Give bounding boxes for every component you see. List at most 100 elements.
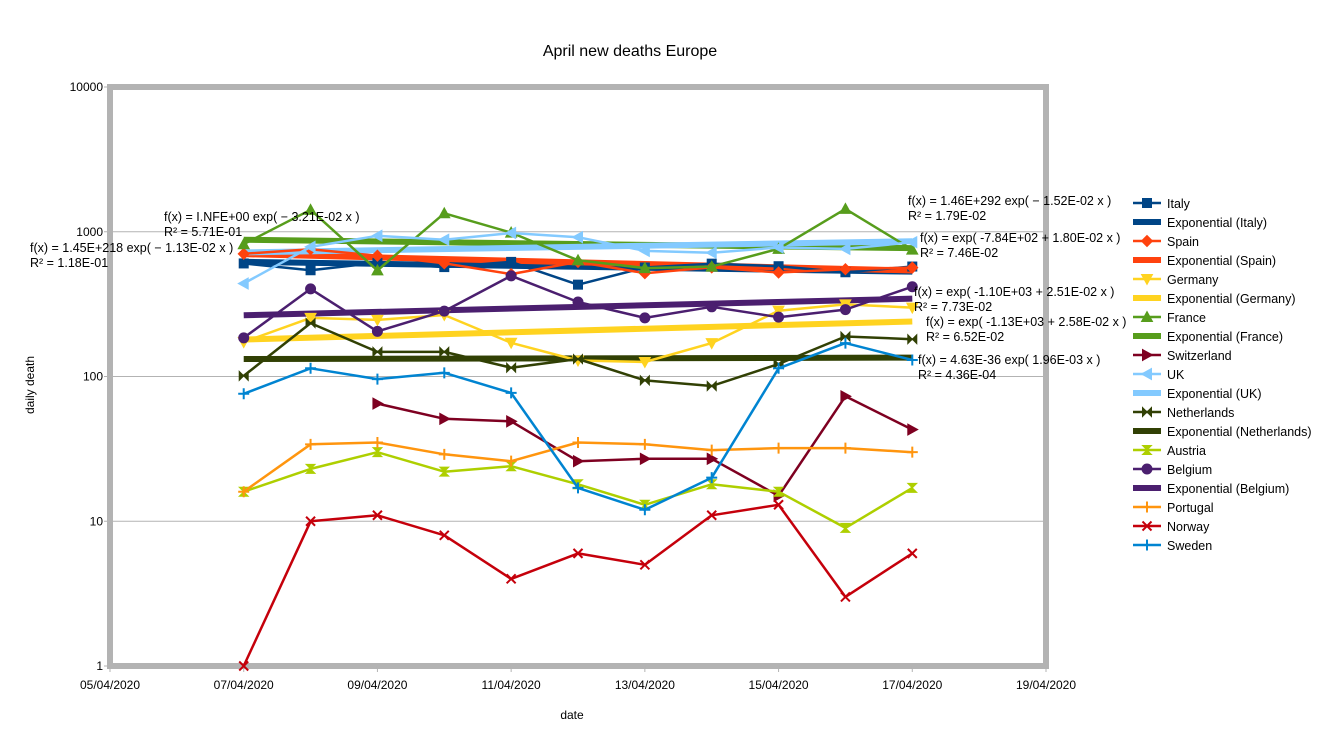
- legend-item: Belgium: [1133, 463, 1212, 477]
- legend-item: Exponential (France): [1133, 330, 1283, 344]
- legend-label: Spain: [1167, 235, 1199, 249]
- data-point: [638, 356, 652, 369]
- data-point: [238, 370, 249, 382]
- data-point: [371, 447, 384, 458]
- x-tick-label: 13/04/2020: [615, 678, 675, 692]
- legend-label: Sweden: [1167, 539, 1212, 553]
- data-point: [772, 241, 784, 254]
- legend-marker: [1141, 539, 1153, 551]
- legend-marker: [1141, 445, 1153, 455]
- data-point: [840, 591, 851, 603]
- data-point: [772, 486, 785, 497]
- data-point: [238, 486, 250, 498]
- data-point: [371, 249, 384, 262]
- legend-marker: [1141, 520, 1153, 532]
- series-group: [238, 337, 918, 516]
- x-tick-label: 09/04/2020: [347, 678, 407, 692]
- legend-item: Exponential (Spain): [1133, 254, 1276, 268]
- x-tick-label: 05/04/2020: [80, 678, 140, 692]
- data-point: [370, 229, 383, 243]
- legend-label: France: [1167, 311, 1206, 325]
- trend-equations: f(x) = 1.46E+292 exp( − 1.52E-02 x )R² =…: [30, 194, 1126, 382]
- legend-label: Exponential (Belgium): [1167, 482, 1289, 496]
- data-point: [506, 414, 518, 428]
- legend-item: Sweden: [1133, 539, 1212, 553]
- data-point: [906, 354, 918, 366]
- legend-item: Netherlands: [1133, 406, 1234, 420]
- legend-item: Switzerland: [1133, 348, 1232, 363]
- data-point: [706, 380, 717, 392]
- data-point: [773, 442, 785, 454]
- data-point: [238, 332, 250, 344]
- data-point: [304, 203, 317, 215]
- data-point: [907, 423, 919, 436]
- x-tick-label: 11/04/2020: [482, 678, 541, 692]
- legend-item: Austria: [1133, 444, 1206, 458]
- x-tick-label: 15/04/2020: [749, 678, 809, 692]
- y-tick-label: 10000: [70, 80, 104, 94]
- data-point: [840, 330, 851, 343]
- trend-equation: f(x) = exp( -7.84E+02 + 1.80E-02 x ): [920, 231, 1120, 245]
- data-point: [907, 548, 918, 559]
- data-point: [305, 362, 317, 374]
- legend-label: Austria: [1167, 444, 1206, 458]
- legend-item: Portugal: [1133, 501, 1214, 515]
- data-point: [773, 311, 785, 323]
- data-point: [305, 317, 316, 329]
- data-point: [839, 202, 852, 214]
- legend-marker: [1142, 348, 1154, 362]
- legend-item: Spain: [1133, 234, 1199, 249]
- data-point: [906, 482, 918, 493]
- series-group: [237, 226, 918, 290]
- data-point: [506, 256, 517, 267]
- data-point: [572, 482, 584, 494]
- data-point: [905, 302, 919, 315]
- trend-equation: f(x) = I.NFE+00 exp( − 3.21E-02 x ): [164, 210, 360, 224]
- data-point: [639, 504, 651, 516]
- data-point: [706, 444, 718, 456]
- legend-label: Exponential (Spain): [1167, 254, 1276, 268]
- series-group: [238, 436, 918, 498]
- trend-r2: R² = 1.79E-02: [908, 209, 986, 223]
- legend-item: Exponential (Belgium): [1133, 482, 1289, 496]
- legend-marker: [1141, 501, 1153, 513]
- data-point: [571, 230, 583, 244]
- data-point: [505, 270, 517, 282]
- series-line: [242, 503, 913, 667]
- data-point: [439, 530, 450, 541]
- x-ticks: 05/04/2020 07/04/2020 09/04/2020 11/04/2020…: [80, 666, 1076, 692]
- data-point: [572, 548, 584, 559]
- y-axis-label: daily death: [23, 356, 37, 414]
- series-group: [238, 317, 918, 392]
- data-point: [907, 333, 918, 345]
- legend-label: Exponential (France): [1167, 330, 1283, 344]
- data-point: [371, 314, 384, 327]
- data-point: [706, 510, 717, 521]
- legend-item: UK: [1133, 367, 1185, 382]
- data-point: [839, 263, 852, 276]
- data-point: [437, 233, 450, 247]
- data-point: [773, 499, 784, 510]
- data-point: [706, 452, 719, 466]
- series: [237, 202, 919, 672]
- data-point: [304, 312, 317, 325]
- trend-r2: R² = 4.36E-04: [918, 368, 996, 382]
- data-point: [305, 283, 317, 295]
- legend-item: France: [1133, 310, 1206, 325]
- data-point: [438, 305, 450, 317]
- grid: [107, 84, 1049, 669]
- series-group: [238, 270, 918, 344]
- legend-marker: [1142, 406, 1152, 418]
- data-point: [639, 559, 651, 571]
- data-point: [906, 281, 918, 293]
- data-point: [371, 436, 383, 448]
- data-point: [773, 362, 785, 374]
- legend-item: Exponential (Netherlands): [1133, 425, 1312, 439]
- data-point: [705, 246, 717, 260]
- data-point: [438, 257, 451, 270]
- trend-r2: R² = 1.18E-01: [30, 256, 108, 270]
- data-point: [506, 362, 517, 374]
- x-tick-label: 07/04/2020: [214, 678, 274, 692]
- data-point: [372, 346, 383, 358]
- y-tick-label: 1: [96, 659, 103, 673]
